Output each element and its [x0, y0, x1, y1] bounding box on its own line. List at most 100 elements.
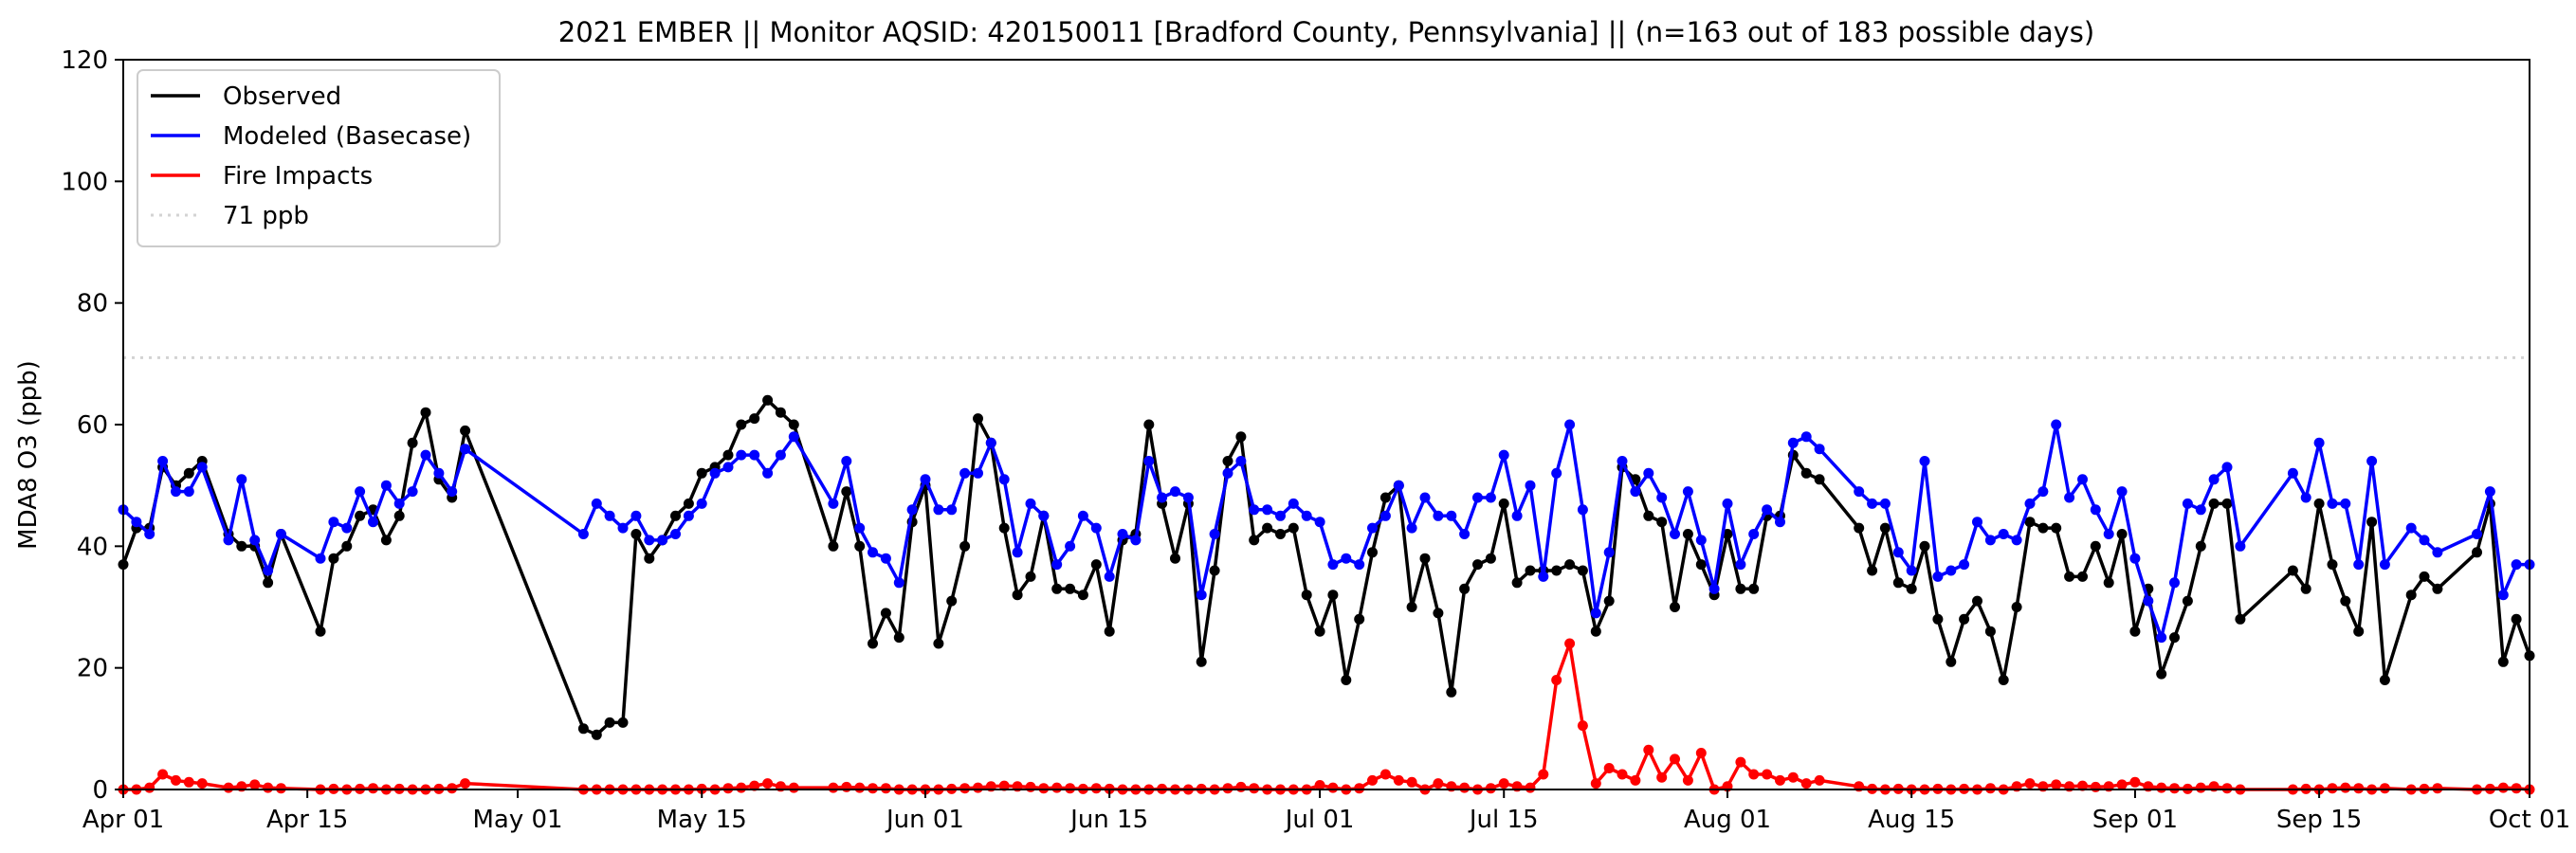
data-point-observed	[2353, 626, 2365, 637]
data-point-modeled-basecase	[959, 467, 971, 479]
data-point-observed	[775, 407, 786, 418]
legend-label: 71 ppb	[223, 202, 309, 230]
data-point-modeled-basecase	[380, 480, 392, 491]
data-point-observed	[1814, 474, 1825, 485]
data-point-fire-impacts	[263, 782, 274, 793]
data-point-fire-impacts	[1682, 774, 1693, 786]
data-point-observed	[868, 638, 878, 649]
data-point-fire-impacts	[1367, 774, 1378, 786]
data-point-observed	[2340, 595, 2351, 607]
data-point-observed	[630, 529, 642, 539]
data-point-modeled-basecase	[1906, 565, 1917, 576]
data-point-observed	[1511, 577, 1523, 589]
data-point-observed	[1406, 602, 1417, 612]
plot-area	[118, 355, 2535, 795]
data-point-fire-impacts	[1617, 769, 1628, 780]
data-point-modeled-basecase	[2366, 456, 2378, 466]
data-point-modeled-basecase	[236, 474, 247, 485]
data-point-modeled-basecase	[196, 462, 208, 473]
data-point-fire-impacts	[2090, 781, 2101, 792]
data-point-modeled-basecase	[1498, 449, 1509, 461]
data-point-fire-impacts	[2497, 782, 2509, 793]
x-tick-label: Sep 15	[2276, 806, 2362, 834]
data-point-observed	[263, 577, 274, 589]
data-point-modeled-basecase	[1341, 553, 1352, 564]
data-point-observed	[1485, 553, 1496, 564]
data-point-modeled-basecase	[1708, 583, 1720, 594]
data-point-fire-impacts	[1393, 774, 1404, 786]
data-point-fire-impacts	[1433, 778, 1444, 789]
data-point-observed	[2419, 571, 2430, 582]
data-point-observed	[828, 540, 839, 552]
data-point-observed	[341, 540, 353, 552]
series-markers-modeled-basecase	[118, 419, 2535, 644]
y-tick-label: 20	[77, 655, 108, 683]
data-point-observed	[2405, 590, 2417, 601]
data-point-fire-impacts	[1025, 781, 1036, 792]
x-tick-label: Jun 01	[885, 806, 964, 834]
data-point-modeled-basecase	[1288, 498, 1299, 509]
data-point-observed	[683, 498, 694, 509]
data-point-fire-impacts	[788, 782, 799, 793]
data-point-fire-impacts	[2129, 776, 2141, 788]
data-point-modeled-basecase	[1182, 492, 1194, 503]
data-point-observed	[2313, 498, 2325, 509]
data-point-observed	[1525, 565, 1536, 576]
data-point-observed	[1433, 608, 1444, 619]
data-point-modeled-basecase	[447, 486, 458, 498]
data-point-fire-impacts	[196, 778, 208, 789]
series-markers-observed	[118, 394, 2535, 740]
data-point-modeled-basecase	[2340, 498, 2351, 509]
data-point-modeled-basecase	[2472, 529, 2482, 539]
data-point-modeled-basecase	[683, 510, 694, 521]
data-point-observed	[2182, 595, 2193, 607]
data-point-modeled-basecase	[1748, 529, 1760, 539]
y-tick-label: 100	[61, 168, 108, 196]
x-tick-label: Sep 01	[2092, 806, 2178, 834]
data-point-fire-impacts	[2169, 783, 2180, 794]
data-point-modeled-basecase	[223, 535, 234, 546]
data-point-modeled-basecase	[1065, 540, 1076, 552]
data-point-observed	[407, 437, 418, 448]
data-point-observed	[1577, 565, 1588, 576]
data-point-modeled-basecase	[906, 504, 918, 516]
data-point-fire-impacts	[1235, 781, 1247, 792]
data-point-observed	[854, 540, 866, 552]
x-tick-label: Aug 15	[1868, 806, 1955, 834]
data-point-modeled-basecase	[355, 486, 366, 498]
data-point-fire-impacts	[183, 776, 194, 788]
data-point-modeled-basecase	[893, 577, 904, 589]
data-point-fire-impacts	[1406, 776, 1417, 788]
data-point-modeled-basecase	[171, 486, 181, 498]
data-point-observed	[617, 717, 629, 728]
x-tick-label: Jul 15	[1468, 806, 1539, 834]
data-point-observed	[236, 540, 247, 552]
data-point-modeled-basecase	[2064, 492, 2075, 503]
data-point-observed	[604, 717, 615, 728]
axes: 0 20 40 60 80 100 120 Apr 01 Apr 15 May 01 May 15 J…	[61, 46, 2570, 834]
data-point-observed	[2090, 540, 2101, 552]
series-line-observed	[121, 398, 2531, 737]
data-point-observed	[1446, 686, 1457, 698]
data-point-observed	[880, 608, 891, 619]
data-point-observed	[1077, 590, 1088, 601]
y-tick-label: 60	[77, 411, 108, 440]
data-point-observed	[946, 595, 958, 607]
data-point-modeled-basecase	[657, 535, 668, 546]
data-point-observed	[2235, 613, 2246, 625]
data-point-observed	[1104, 626, 1115, 637]
data-point-modeled-basecase	[1157, 492, 1168, 503]
data-point-modeled-basecase	[1249, 504, 1260, 516]
data-point-fire-impacts	[1590, 778, 1601, 789]
data-point-modeled-basecase	[1301, 510, 1312, 521]
data-point-modeled-basecase	[368, 517, 378, 528]
data-point-observed	[1275, 529, 1286, 539]
data-point-modeled-basecase	[1919, 456, 1930, 466]
x-tick-label: Aug 01	[1684, 806, 1771, 834]
data-point-modeled-basecase	[2379, 559, 2390, 571]
data-point-modeled-basecase	[1762, 504, 1773, 516]
x-tick-label: Oct 01	[2489, 806, 2570, 834]
data-point-fire-impacts	[1551, 675, 1562, 685]
data-point-observed	[2024, 517, 2036, 528]
data-point-observed	[2037, 522, 2049, 534]
